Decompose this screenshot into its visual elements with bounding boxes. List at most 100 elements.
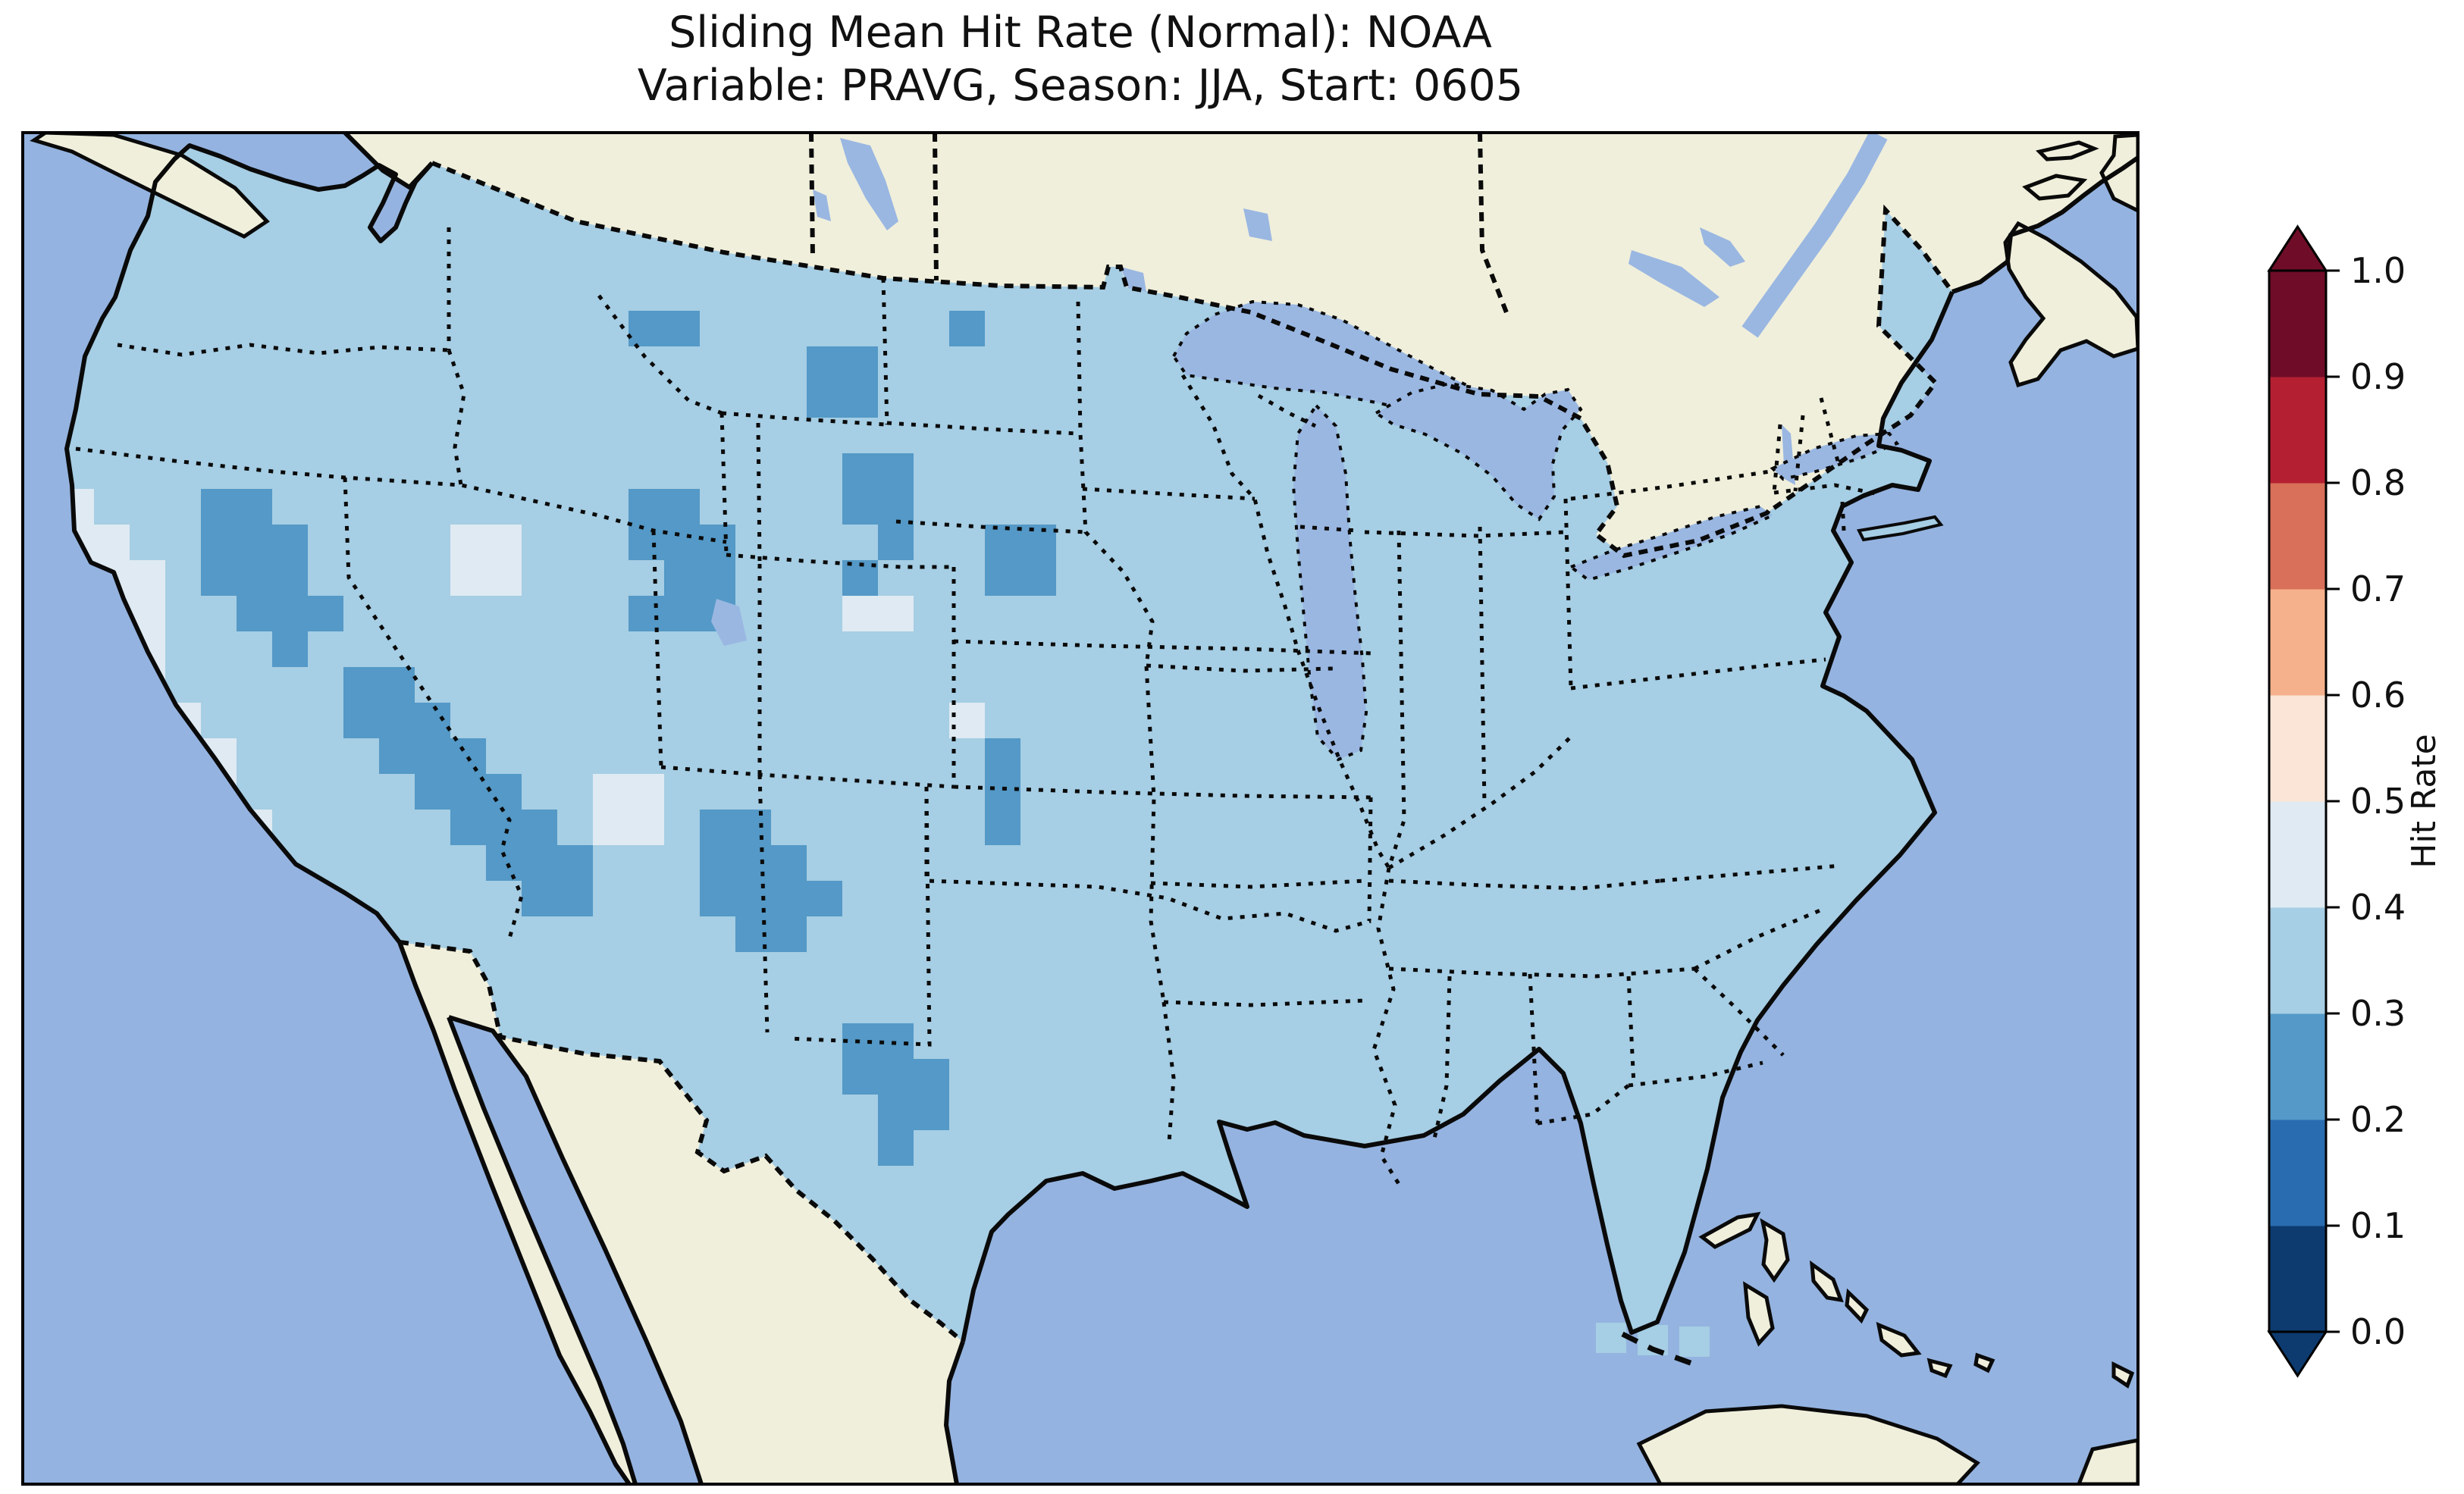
us-mexico-border (399, 940, 964, 1344)
colorbar-tick-label: 0.3 (2350, 993, 2406, 1034)
state-borders (75, 227, 1879, 1185)
hit-rate-cell (415, 774, 450, 810)
gulf-of-california (449, 1017, 701, 1483)
hit-rate-cell (985, 738, 1020, 774)
bahamas-3 (1743, 1281, 1775, 1347)
hit-rate-cell (272, 560, 308, 596)
hit-rate-cell (272, 596, 308, 631)
hit-rate-cell (771, 845, 807, 881)
hit-rate-cell (201, 560, 237, 596)
hit-rate-cell (878, 489, 914, 525)
vancouver-island (30, 134, 270, 239)
hispaniola-edge (2077, 1438, 2136, 1483)
great-salt-lake (711, 599, 747, 646)
hit-rate-cell (450, 738, 486, 774)
hit-rate-cell (664, 560, 700, 596)
mexico-gulf-coastline (944, 1341, 965, 1483)
colorbar-segment (2269, 1226, 2326, 1333)
hit-rate-cell (629, 525, 664, 560)
hit-rate-cell (771, 881, 807, 916)
colorbar-segment (2269, 907, 2326, 1014)
lake-manitoba (813, 189, 831, 221)
hit-rate-cell (94, 525, 130, 560)
hit-rate-cell (878, 1059, 914, 1095)
canada-lakes (711, 138, 1795, 646)
coastlines (64, 134, 2136, 1483)
cuba (1636, 1404, 1980, 1483)
hit-rate-cell (272, 525, 308, 560)
colorbar-segment (2269, 695, 2326, 802)
hit-rate-cell (914, 1095, 949, 1130)
hit-rate-cell (842, 382, 878, 418)
hit-rate-cell (629, 810, 664, 845)
colorbar-tick-label: 0.6 (2350, 675, 2406, 716)
hit-rate-cell (664, 311, 700, 346)
hit-rate-cell (664, 489, 700, 525)
colorbar-extend-max-arrow (2267, 224, 2328, 272)
hit-rate-cell (807, 382, 842, 418)
hit-rate-cell (842, 1059, 878, 1095)
prince-edward-island (2022, 174, 2088, 201)
lesser-antilles (2111, 1361, 2135, 1389)
hit-rate-cell (914, 1059, 949, 1095)
hit-rate-cell (985, 525, 1020, 560)
hit-rate-cell (985, 774, 1020, 810)
canada-province-border-3 (1478, 134, 1511, 320)
colorbar-tick-label: 0.5 (2350, 781, 2406, 822)
bahamas-2 (1760, 1217, 1790, 1283)
hit-rate-cell (629, 596, 664, 631)
national-borders (399, 134, 1955, 1344)
colorbar-segment (2269, 271, 2326, 377)
hit-rate-cell (557, 881, 593, 916)
hit-rate-cell (130, 560, 165, 596)
colorbar-tick-label: 0.7 (2350, 568, 2406, 609)
hit-rate-cell (522, 881, 557, 916)
hit-rate-cell (450, 810, 486, 845)
hit-rate-cell (985, 560, 1020, 596)
hit-rate-cell (629, 774, 664, 810)
colorbar-axis-label: Hit Rate (2405, 734, 2444, 868)
bahamas-4 (1810, 1260, 1844, 1303)
chart-title: Sliding Mean Hit Rate (Normal): NOAA (669, 8, 1492, 58)
colorbar-tick-label: 0.4 (2350, 887, 2406, 928)
hit-rate-cell (842, 453, 878, 489)
hit-rate-cell (878, 1095, 914, 1130)
hit-rate-cell (237, 525, 272, 560)
hit-rate-cell (842, 596, 878, 631)
lake-erie (1567, 504, 1776, 582)
colorbar-segment (2269, 377, 2326, 484)
hit-rate-cell (985, 810, 1020, 845)
nova-scotia (2003, 221, 2136, 388)
gulf-atlantic-coastline (961, 290, 1955, 1342)
map-frame (21, 131, 2140, 1486)
hit-rate-cell (237, 560, 272, 596)
hit-rate-cell (842, 489, 878, 525)
hit-rate-cell (878, 525, 914, 560)
long-island (1857, 515, 1944, 542)
hit-rate-cell (272, 631, 308, 667)
hit-rate-cell (842, 1023, 878, 1059)
lake-winnipeg (840, 138, 898, 230)
colorbar-tick-label: 0.0 (2350, 1311, 2406, 1352)
hit-rate-cell (593, 774, 629, 810)
lake-nipigon (1243, 208, 1272, 241)
hit-rate-cell (343, 667, 379, 703)
hit-rate-cell (807, 881, 842, 916)
hit-rate-cell (522, 845, 557, 881)
offshore-cell (1596, 1323, 1626, 1353)
colorbar: 0.0 0.1 0.2 0.3 0.4 0.5 0.6 0.7 0.8 0.9 1.0 (2267, 224, 2406, 1378)
hit-rate-cell (878, 596, 914, 631)
colorbar-segment (2269, 483, 2326, 590)
ontario-lakes (1629, 250, 1719, 307)
colorbar-segment (2269, 801, 2326, 908)
hit-rate-cell (700, 560, 735, 596)
hit-rate-cell (949, 703, 985, 738)
hit-rate-cell (237, 596, 272, 631)
bahamas-1 (1698, 1211, 1761, 1249)
hit-rate-cell (664, 525, 700, 560)
islands (30, 134, 2136, 1483)
hit-rate-cell (450, 774, 486, 810)
hit-rate-cell (735, 881, 771, 916)
hit-rate-cell (486, 560, 522, 596)
